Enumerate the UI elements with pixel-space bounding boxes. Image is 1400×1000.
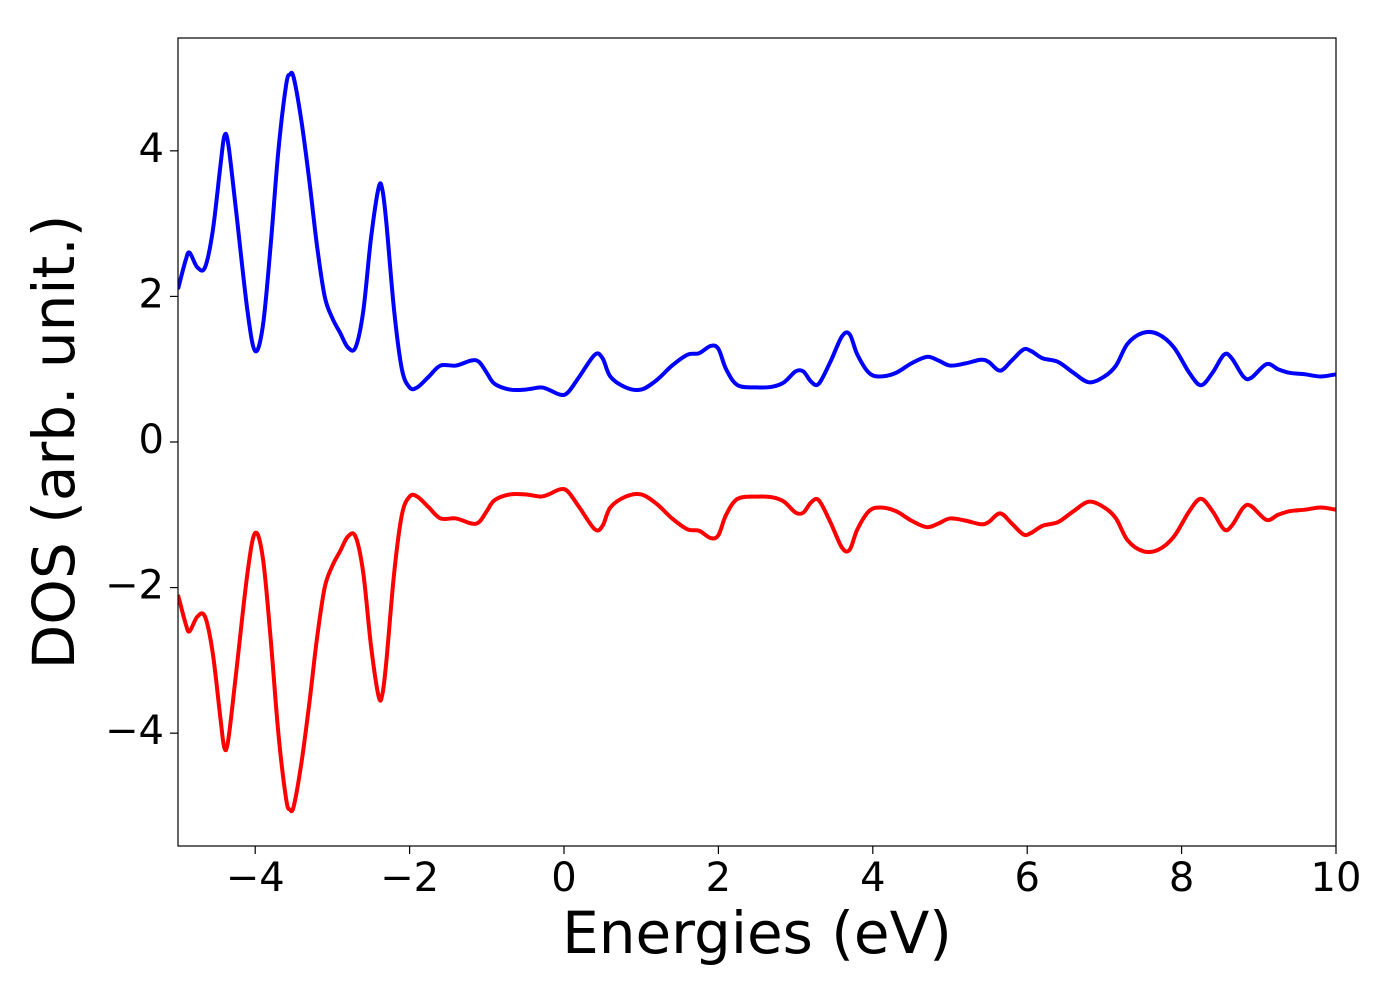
series-line bbox=[178, 70, 1336, 398]
x-tick-label: 4 bbox=[860, 855, 885, 901]
y-tick-label: −4 bbox=[105, 708, 164, 754]
y-tick-label: 2 bbox=[139, 271, 164, 317]
x-tick-label: 8 bbox=[1169, 855, 1194, 901]
x-tick-label: 10 bbox=[1311, 855, 1362, 901]
y-tick-label: −2 bbox=[105, 563, 164, 609]
x-axis-label: Energies (eV) bbox=[562, 899, 952, 967]
x-tick-label: −4 bbox=[226, 855, 285, 901]
x-tick-label: 6 bbox=[1014, 855, 1039, 901]
y-axis-label: DOS (arb. unit.) bbox=[20, 215, 88, 670]
x-tick-label: 2 bbox=[706, 855, 731, 901]
x-tick-label: −2 bbox=[380, 855, 439, 901]
y-tick-label: 4 bbox=[139, 126, 164, 172]
x-tick-label: 0 bbox=[551, 855, 576, 901]
y-tick-label: 0 bbox=[139, 417, 164, 463]
series-line bbox=[178, 486, 1336, 814]
plot-frame bbox=[177, 37, 1337, 847]
